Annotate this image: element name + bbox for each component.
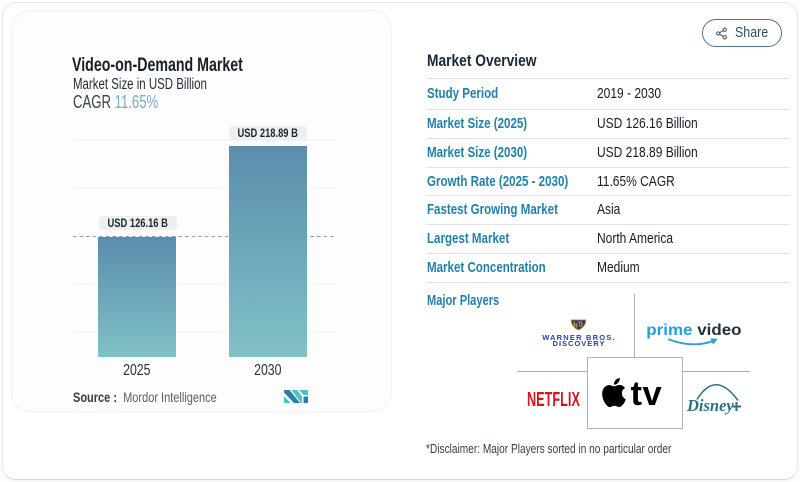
svg-text:Disney: Disney (687, 396, 734, 415)
